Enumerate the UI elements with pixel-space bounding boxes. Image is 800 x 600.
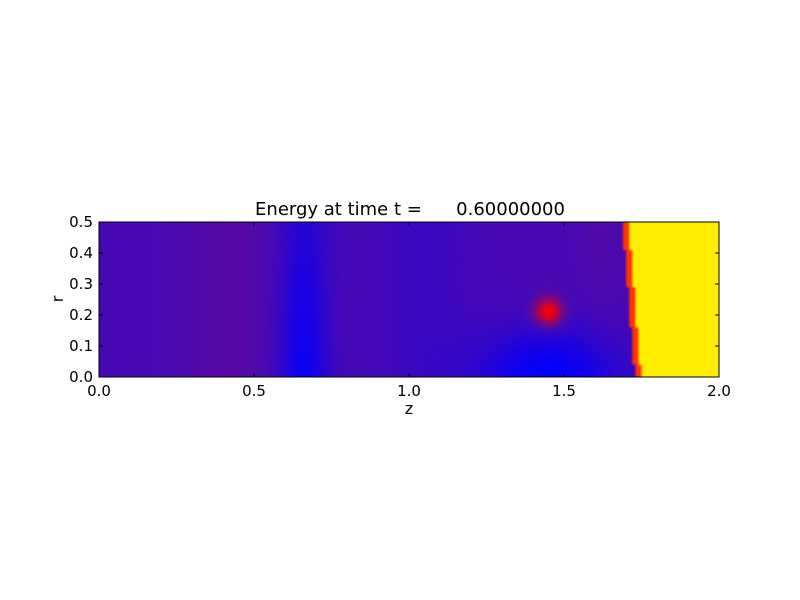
y-axis-ticks: 0.0 0.1 0.2 0.3 0.4 0.5: [69, 213, 719, 386]
y-tick-label: 0.4: [69, 244, 93, 262]
heatmap-image: [99, 222, 719, 377]
y-tick-label: 0.5: [69, 213, 93, 231]
y-tick-label: 0.0: [69, 368, 93, 386]
x-tick-label: 2.0: [707, 382, 731, 400]
y-tick-label: 0.2: [69, 306, 93, 324]
x-axis-label: z: [405, 399, 413, 418]
x-tick-label: 0.0: [87, 382, 111, 400]
y-tick-label: 0.1: [69, 337, 93, 355]
x-tick-label: 1.0: [397, 382, 421, 400]
x-axis-ticks: 0.0 0.5 1.0 1.5 2.0: [87, 222, 731, 400]
plot-area: [98, 221, 720, 378]
x-tick-label: 1.5: [552, 382, 576, 400]
chart-title: Energy at time t = 0.60000000: [255, 199, 565, 220]
x-tick-label: 0.5: [242, 382, 266, 400]
y-axis-label: r: [48, 295, 67, 302]
y-tick-label: 0.3: [69, 275, 93, 293]
